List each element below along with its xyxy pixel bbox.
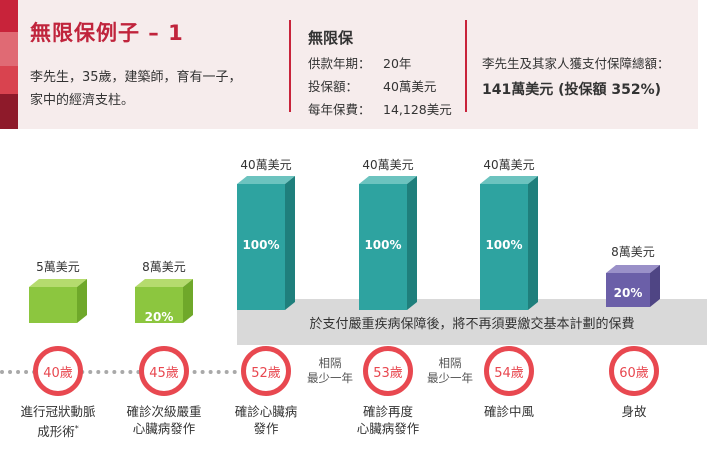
accent-stripe xyxy=(0,32,18,66)
event-caption: 確診中風 xyxy=(483,404,534,419)
block-amount: 40萬美元 xyxy=(483,158,535,172)
age-marker: 53歲 xyxy=(363,346,413,396)
block-percent: 100% xyxy=(485,238,523,252)
block-percent: 100% xyxy=(242,238,280,252)
block-amount: 40萬美元 xyxy=(240,158,292,172)
benefit-block-6 xyxy=(606,265,660,307)
timeline-line xyxy=(0,370,237,374)
block-percent: 20% xyxy=(613,286,643,300)
plan-row-premium: 每年保費： 14,128美元 xyxy=(308,102,452,117)
example-header: 無限保例子 – 1 李先生，35歲，建築師，育有一子， 家中的經濟支柱。 無限保… xyxy=(0,0,698,129)
page-title: 無限保例子 – 1 xyxy=(30,21,184,45)
divider xyxy=(465,20,467,112)
client-description: 李先生，35歲，建築師，育有一子， 家中的經濟支柱。 xyxy=(30,70,242,108)
block-percent: 100% xyxy=(364,238,402,252)
event-caption: 身故 xyxy=(621,404,647,419)
age-marker: 40歲 xyxy=(33,346,83,396)
total-benefit-value: 141萬美元 (投保額 352%) xyxy=(482,82,662,98)
divider xyxy=(289,20,291,112)
plan-name: 無限保 xyxy=(308,29,354,47)
gap-note: 相隔 最少一年 xyxy=(307,356,353,385)
age-marker: 54歲 xyxy=(484,346,534,396)
age-marker: 45歲 xyxy=(139,346,189,396)
block-amount: 8萬美元 xyxy=(142,260,186,274)
total-benefit-label: 李先生及其家人獲支付保障總額： xyxy=(482,56,670,71)
block-amount: 5萬美元 xyxy=(36,260,80,274)
event-caption: 確診再度 心臟病發作 xyxy=(356,404,420,436)
block-amount: 40萬美元 xyxy=(362,158,414,172)
event-caption: 進行冠狀動脈 成形術* xyxy=(20,404,96,440)
plan-row-sum-insured: 投保額： 40萬美元 xyxy=(308,79,437,94)
event-caption: 確診次級嚴重 心臟病發作 xyxy=(126,404,202,436)
benefit-block-3 xyxy=(237,176,295,310)
block-amount: 8萬美元 xyxy=(611,245,655,259)
benefit-block-4 xyxy=(359,176,417,310)
accent-stripe xyxy=(0,66,18,94)
accent-stripe xyxy=(0,94,18,129)
benefit-block-5 xyxy=(480,176,538,310)
block-percent: 20% xyxy=(144,310,174,324)
benefit-block-1 xyxy=(29,279,87,323)
plan-row-term: 供款年期： 20年 xyxy=(308,56,412,71)
event-caption: 確診心臟病 發作 xyxy=(234,404,298,436)
age-marker: 60歲 xyxy=(609,346,659,396)
age-marker: 52歲 xyxy=(241,346,291,396)
gap-note: 相隔 最少一年 xyxy=(427,356,473,385)
benefit-block-2 xyxy=(135,279,193,323)
accent-stripe xyxy=(0,0,18,32)
